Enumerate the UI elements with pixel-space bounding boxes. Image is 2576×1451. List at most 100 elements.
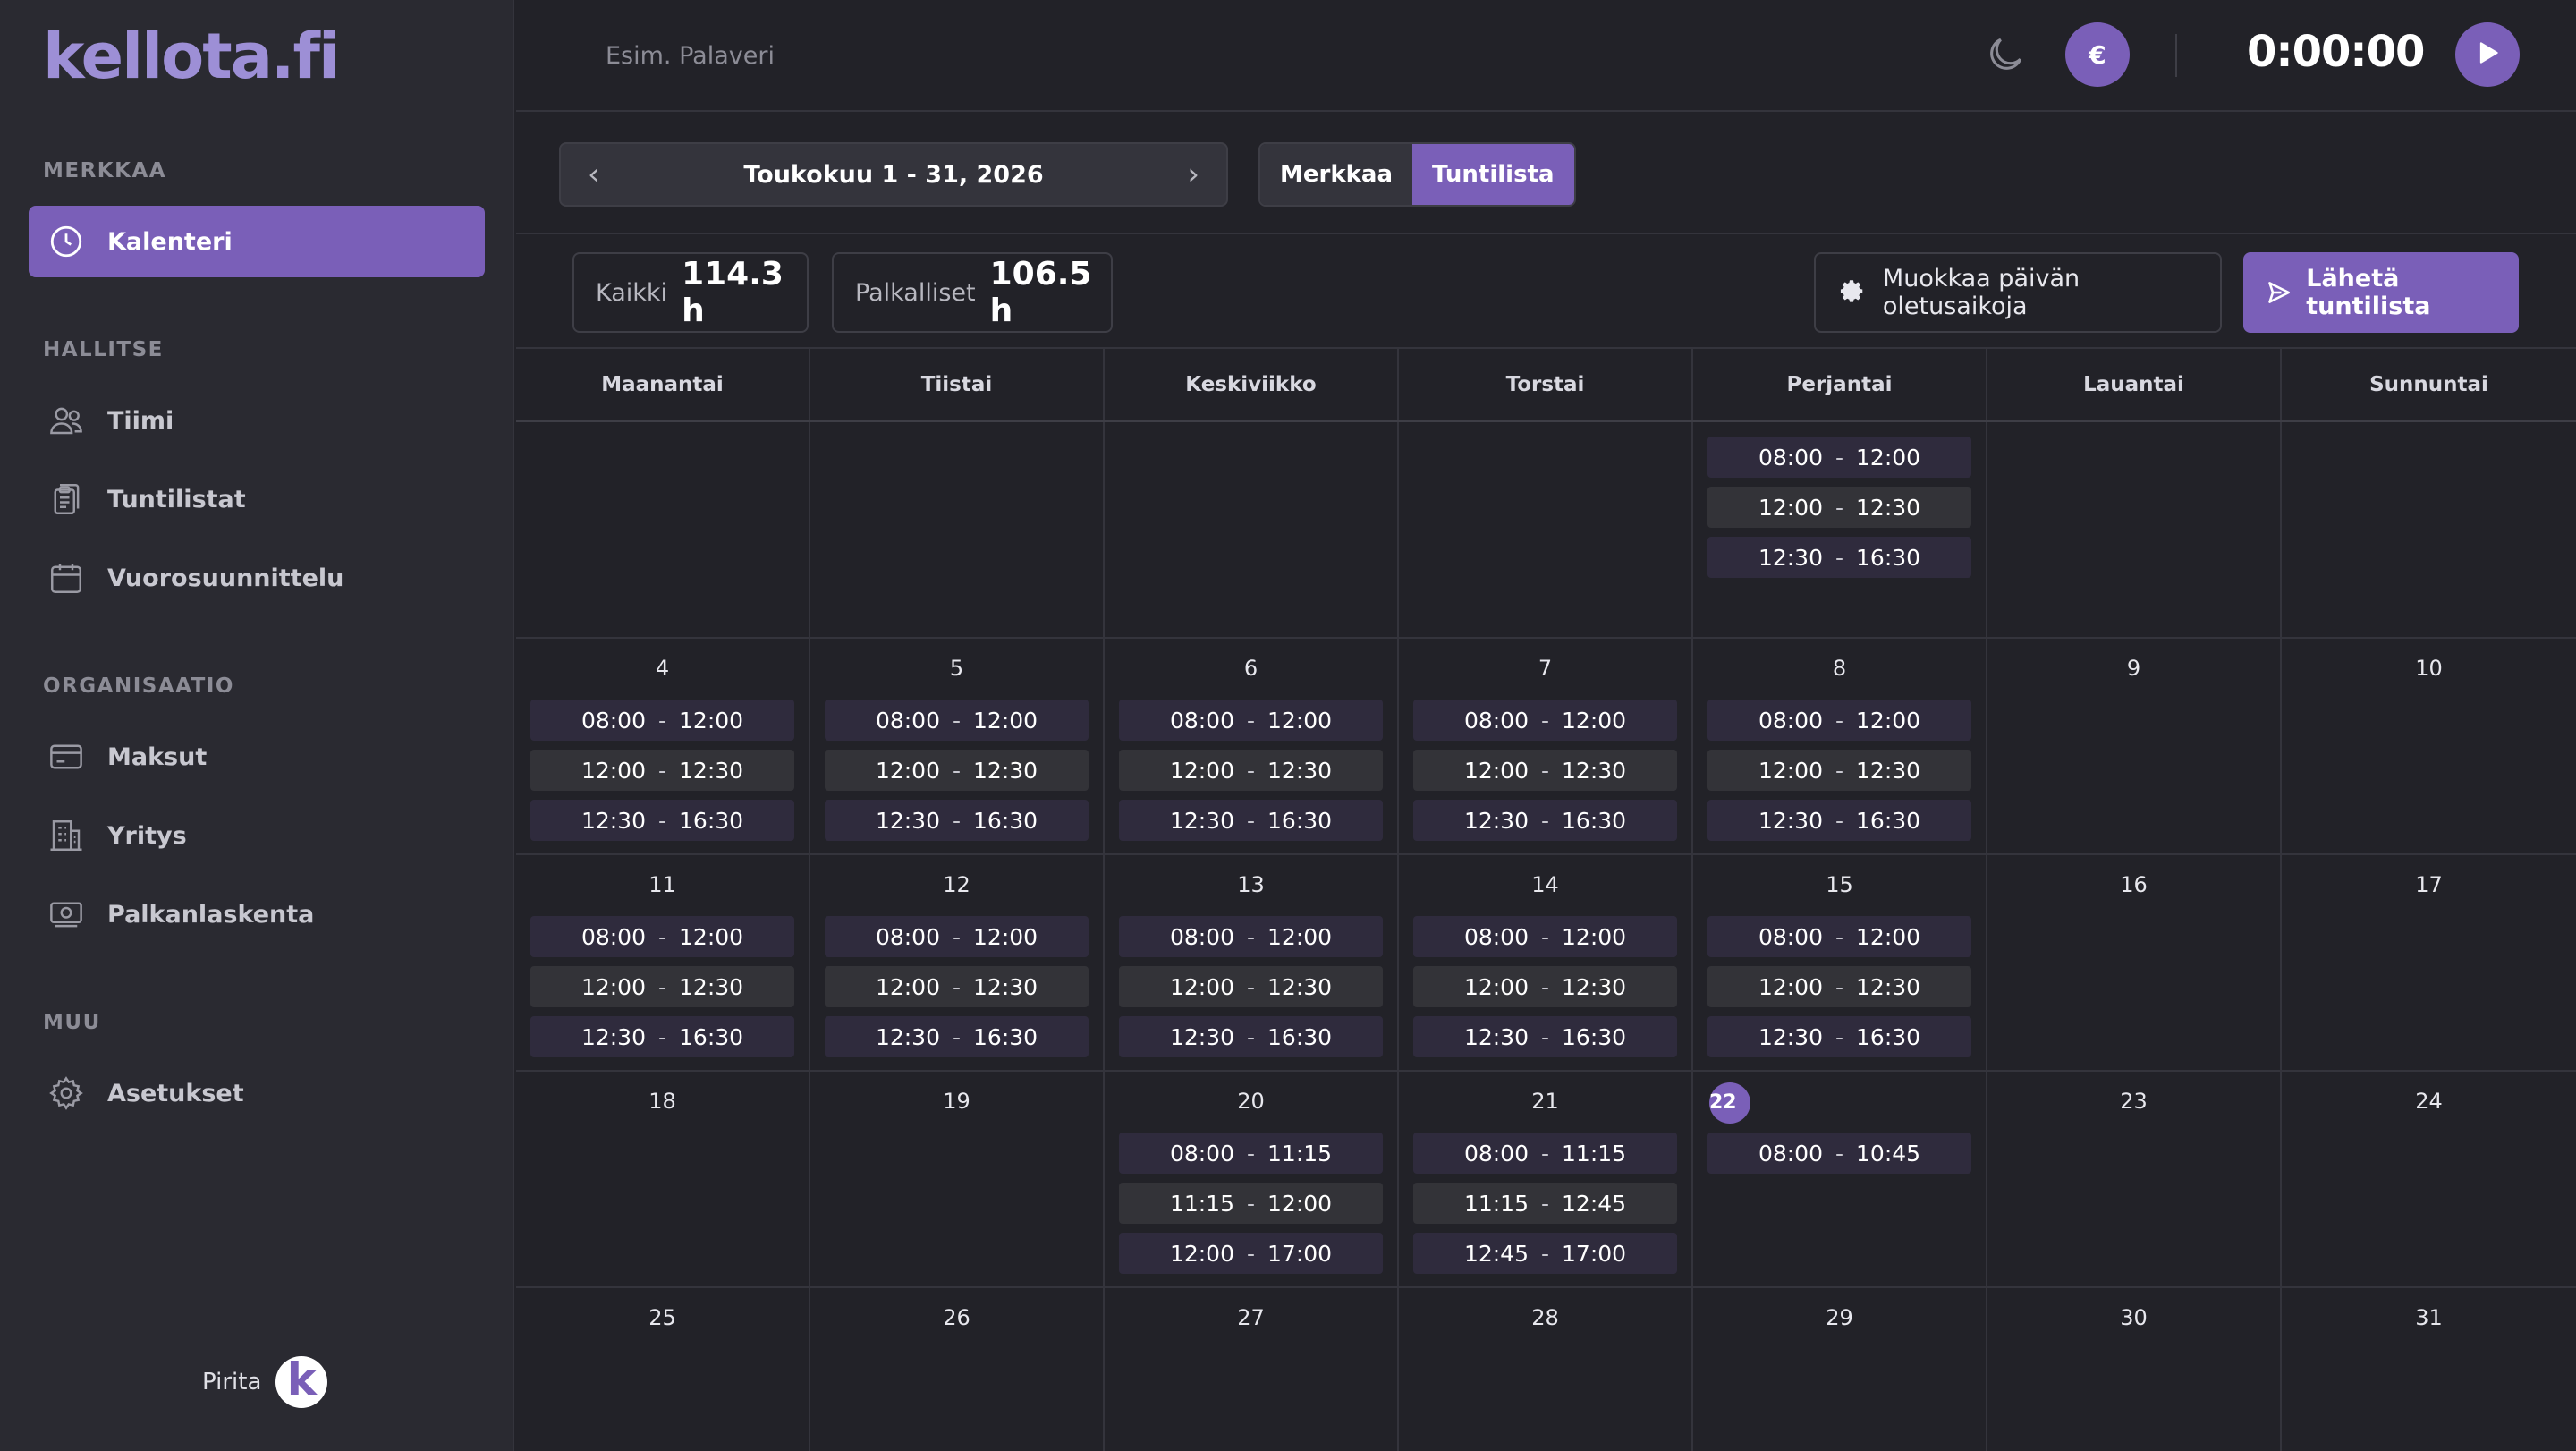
calendar-day-cell[interactable]: 18 [516, 1072, 810, 1286]
calendar-day-cell[interactable]: 4 08:00-12:00 12:00-12:30 12:30-16:30 [516, 639, 810, 853]
send-timesheet-button[interactable]: Lähetä tuntilista [2243, 252, 2519, 333]
calendar-day-cell[interactable]: 27 [1105, 1288, 1399, 1451]
calendar-day-cell[interactable]: 24 [2282, 1072, 2576, 1286]
time-entry[interactable]: 08:00-12:00 [1707, 916, 1971, 957]
sidebar-item-maksut[interactable]: Maksut [29, 721, 485, 793]
time-entry[interactable]: 12:00-12:30 [1119, 966, 1383, 1007]
edit-default-times-button[interactable]: Muokkaa päivän oletusaikoja [1814, 252, 2222, 333]
start-timer-button[interactable] [2455, 22, 2520, 87]
tab-tuntilista[interactable]: Tuntilista [1412, 144, 1574, 205]
time-entry[interactable]: 08:00-12:00 [530, 700, 794, 741]
time-entry[interactable]: 12:00-12:30 [1413, 750, 1677, 791]
sidebar-item-yritys[interactable]: Yritys [29, 800, 485, 871]
calendar-day-cell[interactable]: 5 08:00-12:00 12:00-12:30 12:30-16:30 [810, 639, 1105, 853]
time-entry[interactable]: 12:30-16:30 [530, 800, 794, 841]
time-entry[interactable]: 12:30-16:30 [1707, 537, 1971, 578]
time-entry[interactable]: 08:00-12:00 [1413, 700, 1677, 741]
user-menu[interactable]: Pirita k [202, 1356, 328, 1408]
day-number-text: 7 [1538, 656, 1553, 681]
calendar-day-cell[interactable] [810, 422, 1105, 637]
time-entry[interactable]: 12:30-16:30 [1119, 800, 1383, 841]
sidebar-item-asetukset[interactable]: Asetukset [29, 1057, 485, 1129]
calendar-day-cell[interactable]: 10 [2282, 639, 2576, 853]
calendar-day-cell[interactable]: 13 08:00-12:00 12:00-12:30 12:30-16:30 [1105, 855, 1399, 1070]
tab-merkkaa[interactable]: Merkkaa [1260, 144, 1413, 205]
time-entry[interactable]: 12:00-12:30 [1119, 750, 1383, 791]
calendar-day-cell[interactable]: 7 08:00-12:00 12:00-12:30 12:30-16:30 [1399, 639, 1693, 853]
calendar-day-cell[interactable] [2282, 422, 2576, 637]
app-logo[interactable]: kellota.fi [43, 20, 340, 93]
calendar-day-cell[interactable]: 29 [1693, 1288, 1987, 1451]
time-entry[interactable]: 08:00-11:15 [1119, 1133, 1383, 1174]
calendar-day-cell[interactable]: 12 08:00-12:00 12:00-12:30 12:30-16:30 [810, 855, 1105, 1070]
time-entry[interactable]: 12:00-12:30 [825, 966, 1089, 1007]
time-entry[interactable]: 12:00-12:30 [1707, 966, 1971, 1007]
time-entry[interactable]: 08:00-12:00 [1707, 700, 1971, 741]
time-entry[interactable]: 12:30-16:30 [1707, 1016, 1971, 1057]
time-entry[interactable]: 12:00-12:30 [1707, 750, 1971, 791]
moon-icon[interactable] [1983, 32, 2028, 77]
time-entry[interactable]: 08:00-10:45 [1707, 1133, 1971, 1174]
time-entry[interactable]: 08:00-12:00 [825, 916, 1089, 957]
calendar-day-cell[interactable]: 22 08:00-10:45 [1693, 1072, 1987, 1286]
calendar-day-cell[interactable]: 9 [1987, 639, 2282, 853]
calendar-day-cell[interactable]: 11 08:00-12:00 12:00-12:30 12:30-16:30 [516, 855, 810, 1070]
chevron-right-icon[interactable]: › [1187, 157, 1199, 192]
time-entry[interactable]: 12:30-16:30 [1413, 1016, 1677, 1057]
calendar-day-cell[interactable]: 17 [2282, 855, 2576, 1070]
calendar-day-cell[interactable]: 14 08:00-12:00 12:00-12:30 12:30-16:30 [1399, 855, 1693, 1070]
time-entry[interactable]: 08:00-12:00 [1413, 916, 1677, 957]
calendar-day-cell[interactable]: 31 [2282, 1288, 2576, 1451]
time-entry[interactable]: 12:45-17:00 [1413, 1233, 1677, 1274]
time-entry[interactable]: 08:00-11:15 [1413, 1133, 1677, 1174]
calendar-day-cell[interactable]: 6 08:00-12:00 12:00-12:30 12:30-16:30 [1105, 639, 1399, 853]
calendar-day-cell[interactable] [1399, 422, 1693, 637]
time-entry[interactable]: 12:00-12:30 [530, 966, 794, 1007]
calendar-day-cell[interactable]: 25 [516, 1288, 810, 1451]
time-entry[interactable]: 08:00-12:00 [530, 916, 794, 957]
time-entry[interactable]: 11:15-12:45 [1413, 1183, 1677, 1224]
calendar-day-cell[interactable]: 8 08:00-12:00 12:00-12:30 12:30-16:30 [1693, 639, 1987, 853]
chevron-left-icon[interactable]: ‹ [588, 157, 600, 192]
sidebar-item-kalenteri[interactable]: Kalenteri [29, 206, 485, 277]
time-entry[interactable]: 12:00-12:30 [1707, 487, 1971, 528]
time-entry[interactable]: 12:00-17:00 [1119, 1233, 1383, 1274]
calendar-day-cell[interactable]: 30 [1987, 1288, 2282, 1451]
time-entry[interactable]: 12:30-16:30 [825, 800, 1089, 841]
time-entry[interactable]: 08:00-12:00 [1119, 916, 1383, 957]
time-entry[interactable]: 12:30-16:30 [1413, 800, 1677, 841]
sidebar-item-label: Palkanlaskenta [107, 900, 315, 929]
calendar-day-cell[interactable]: 23 [1987, 1072, 2282, 1286]
time-entry[interactable]: 12:30-16:30 [1707, 800, 1971, 841]
time-entry[interactable]: 12:00-12:30 [530, 750, 794, 791]
sidebar-item-tuntilistat[interactable]: Tuntilistat [29, 463, 485, 535]
task-description-input[interactable] [606, 34, 1232, 77]
sidebar-item-palkanlaskenta[interactable]: Palkanlaskenta [29, 878, 485, 950]
time-entry[interactable]: 12:30-16:30 [825, 1016, 1089, 1057]
calendar-day-cell[interactable]: 26 [810, 1288, 1105, 1451]
calendar-day-cell[interactable]: 20 08:00-11:15 11:15-12:00 12:00-17:00 [1105, 1072, 1399, 1286]
time-entry[interactable]: 12:00-12:30 [825, 750, 1089, 791]
calendar-day-cell[interactable]: 19 [810, 1072, 1105, 1286]
calendar-day-cell[interactable] [516, 422, 810, 637]
entry-end-time: 16:30 [1562, 807, 1627, 834]
avatar[interactable]: k [275, 1356, 328, 1408]
time-entry[interactable]: 08:00-12:00 [1119, 700, 1383, 741]
calendar-day-cell[interactable]: 28 [1399, 1288, 1693, 1451]
time-entry[interactable]: 12:00-12:30 [1413, 966, 1677, 1007]
calendar-day-cell[interactable]: 21 08:00-11:15 11:15-12:45 12:45-17:00 [1399, 1072, 1693, 1286]
calendar-day-cell[interactable]: 08:00-12:00 12:00-12:30 12:30-16:30 [1693, 422, 1987, 637]
time-entry[interactable]: 12:30-16:30 [530, 1016, 794, 1057]
calendar-day-cell[interactable]: 16 [1987, 855, 2282, 1070]
sidebar-item-tiimi[interactable]: Tiimi [29, 385, 485, 456]
time-entry[interactable]: 12:30-16:30 [1119, 1016, 1383, 1057]
calendar-day-cell[interactable] [1105, 422, 1399, 637]
sidebar-item-vuorosuunnittelu[interactable]: Vuorosuunnittelu [29, 542, 485, 614]
calendar-day-cell[interactable]: 15 08:00-12:00 12:00-12:30 12:30-16:30 [1693, 855, 1987, 1070]
time-entry[interactable]: 08:00-12:00 [1707, 437, 1971, 478]
time-entry[interactable]: 08:00-12:00 [825, 700, 1089, 741]
billable-toggle-button[interactable]: € [2065, 22, 2130, 87]
calendar-day-cell[interactable] [1987, 422, 2282, 637]
time-entry[interactable]: 11:15-12:00 [1119, 1183, 1383, 1224]
date-range-label[interactable]: Toukokuu 1 - 31, 2026 [743, 160, 1044, 189]
